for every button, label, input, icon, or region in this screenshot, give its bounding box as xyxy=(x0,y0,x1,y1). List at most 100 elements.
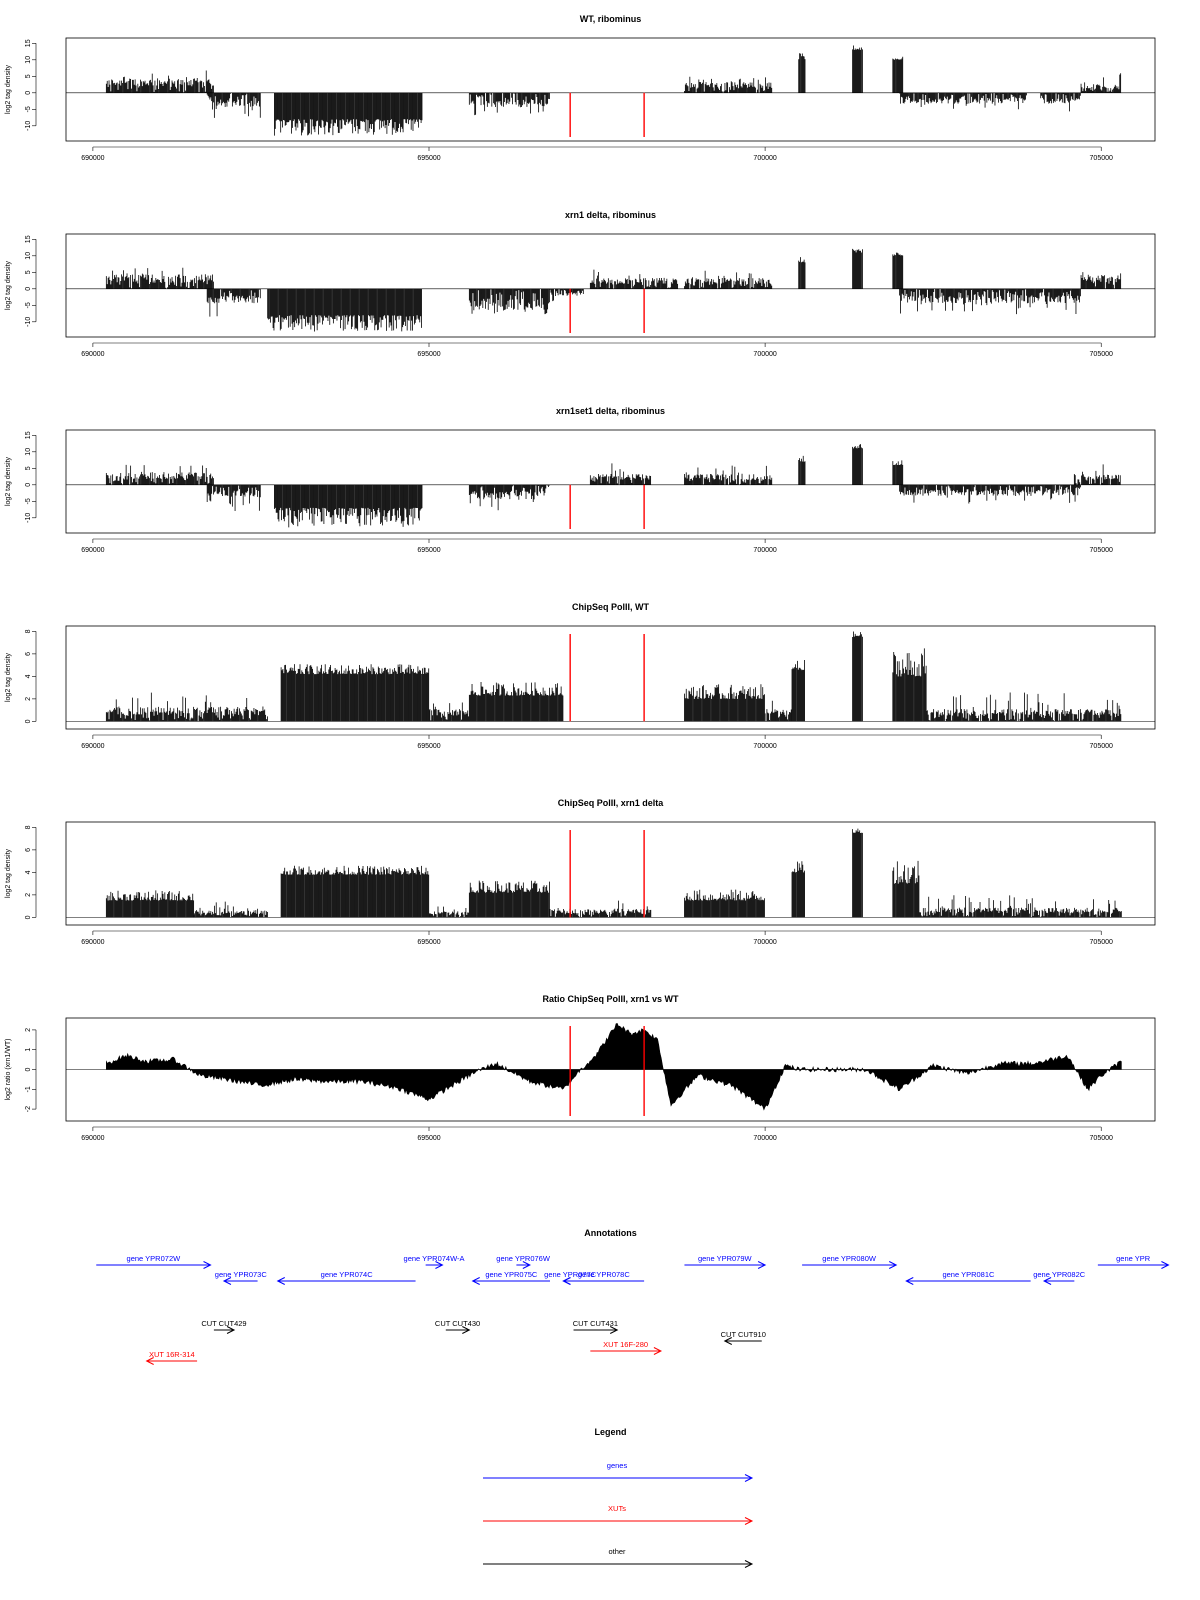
y-tick-label: 5 xyxy=(25,270,32,274)
plot-frame xyxy=(65,37,1156,142)
annotation-arrow xyxy=(445,1326,471,1334)
annotations-panel: Annotations gene YPR072W gene YPR073C gene … xyxy=(96,1228,1170,1365)
arrow-head xyxy=(471,1277,480,1285)
y-axis-label: log2 tag density xyxy=(5,260,12,310)
annotation-other: CUT CUT429 xyxy=(201,1319,247,1334)
signal-series xyxy=(105,828,1122,918)
signal-bar-segment xyxy=(1040,92,1081,112)
y-tick-label: 10 xyxy=(25,448,32,456)
signal-bar-segment xyxy=(852,248,863,289)
annotation-label: gene YPR082C xyxy=(1033,1270,1086,1279)
signal-bar-segment xyxy=(206,288,261,317)
y-tick-label: 0 xyxy=(25,91,32,95)
arrow-head xyxy=(757,1261,767,1269)
signal-bar-segment xyxy=(899,288,1081,315)
legend-entry-genes: genes xyxy=(483,1461,754,1482)
annotation-arrow xyxy=(905,1277,1031,1285)
signal-bar-segment xyxy=(684,76,773,93)
x-tick-label: 695000 xyxy=(417,351,440,358)
arrow-head xyxy=(609,1326,619,1334)
arrow-head xyxy=(905,1277,914,1285)
signal-bar-segment xyxy=(589,463,652,485)
signal-bar-segment xyxy=(589,269,679,289)
annotation-arrow xyxy=(96,1261,212,1269)
annotation-gene: gene YPR075C xyxy=(471,1270,550,1285)
signal-bar-segment xyxy=(899,92,1027,110)
annotations-title: Annotations xyxy=(584,1228,637,1238)
legend-entry-XUTs: XUTs xyxy=(483,1504,754,1525)
x-tick-label: 695000 xyxy=(417,939,440,946)
y-tick-label: 0 xyxy=(25,719,32,723)
annotation-xut: XUT 16R-314 xyxy=(145,1350,198,1365)
y-axis: -10 -5 0 5 10 15 log2 tag density xyxy=(5,235,37,327)
annotation-gene: gene YPR078C xyxy=(562,1270,645,1285)
ratio-series xyxy=(106,1022,1122,1111)
legend-arrow xyxy=(483,1560,754,1568)
x-tick-label: 705000 xyxy=(1090,547,1113,554)
x-tick-label: 695000 xyxy=(417,547,440,554)
x-tick-label: 690000 xyxy=(81,1135,104,1142)
x-tick-label: 705000 xyxy=(1090,743,1113,750)
x-tick-label: 695000 xyxy=(417,1135,440,1142)
chart-panel-4: ChipSeq PolII, WT 0 2 4 6 8 log2 tag density 69… xyxy=(5,602,1156,750)
signal-bar-segment xyxy=(852,631,863,722)
annotation-label: gene YPR080W xyxy=(822,1254,877,1263)
signal-bar-segment xyxy=(852,828,863,918)
y-tick-label: -2 xyxy=(25,1106,32,1112)
annotation-arrow xyxy=(222,1277,258,1285)
arrow-head xyxy=(522,1261,531,1269)
annotation-other: CUT CUT910 xyxy=(721,1330,766,1345)
annotation-arrow xyxy=(1042,1277,1075,1285)
annotation-arrow xyxy=(684,1261,767,1269)
annotation-label: gene YPR078C xyxy=(578,1270,631,1279)
y-tick-label: 10 xyxy=(25,56,32,64)
annotation-arrow xyxy=(471,1277,550,1285)
x-tick-label: 690000 xyxy=(81,155,104,162)
annotation-label: CUT CUT429 xyxy=(201,1319,246,1328)
annotation-xut: XUT 16F-280 xyxy=(590,1340,663,1355)
legend-entry-other: other xyxy=(483,1547,754,1568)
chart-title: Ratio ChipSeq PolII, xrn1 vs WT xyxy=(542,994,679,1004)
annotation-gene: gene YPR076W xyxy=(496,1254,551,1269)
annotation-arrow xyxy=(1097,1261,1170,1269)
annotation-gene: gene YPR074C xyxy=(276,1270,416,1285)
signal-bar-segment xyxy=(919,895,1122,918)
signal-bar-segment xyxy=(1080,73,1122,93)
annotation-gene: gene YPR082C xyxy=(1033,1270,1086,1285)
y-axis: -10 -5 0 5 10 15 log2 tag density xyxy=(5,431,37,523)
signal-bar-segment xyxy=(105,267,214,289)
signal-bar-segment xyxy=(105,464,214,485)
x-tick-label: 705000 xyxy=(1090,939,1113,946)
signal-bar-segment xyxy=(280,865,430,918)
signal-bar-segment xyxy=(105,890,195,918)
chart-panel-5: ChipSeq PolII, xrn1 delta 0 2 4 6 8 log2 tag d… xyxy=(5,798,1156,946)
legend-arrow xyxy=(483,1517,754,1525)
signal-bar-segment xyxy=(899,484,1081,504)
arrow-head xyxy=(435,1261,444,1269)
y-tick-label: 6 xyxy=(25,652,32,656)
x-tick-label: 700000 xyxy=(753,1135,776,1142)
y-tick-label: 4 xyxy=(25,870,32,874)
y-tick-label: -10 xyxy=(25,317,32,327)
annotation-arrow xyxy=(723,1337,762,1345)
y-tick-label: 15 xyxy=(25,431,32,439)
signal-bar-segment xyxy=(280,664,430,722)
signal-series xyxy=(105,631,1122,722)
signal-bar-segment xyxy=(798,455,806,485)
y-tick-label: 15 xyxy=(25,235,32,243)
annotation-gene: gene YPR073C xyxy=(215,1270,267,1285)
signal-bar-segment xyxy=(1080,272,1122,289)
legend-panel: Legend genes XUTs other xyxy=(483,1427,754,1568)
annotation-gene: gene YPR081C xyxy=(905,1270,1031,1285)
arrow-head xyxy=(744,1517,754,1525)
y-tick-label: 6 xyxy=(25,848,32,852)
legend-label: other xyxy=(608,1547,626,1556)
signal-bar-segment xyxy=(468,92,550,116)
x-tick-label: 690000 xyxy=(81,939,104,946)
annotation-arrow xyxy=(590,1347,663,1355)
annotation-arrow xyxy=(213,1326,236,1334)
legend-label: genes xyxy=(607,1461,628,1470)
y-tick-label: -5 xyxy=(25,302,32,308)
y-tick-label: 0 xyxy=(25,1067,32,1071)
y-tick-label: 4 xyxy=(25,674,32,678)
